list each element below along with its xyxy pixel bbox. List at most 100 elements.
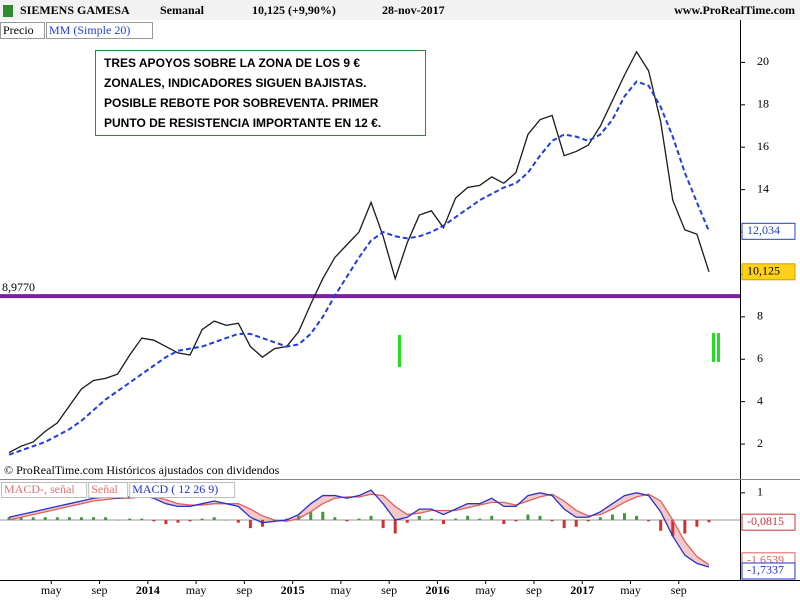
histogram-bar (224, 519, 228, 521)
copyright: © ProRealTime.com Históricos ajustados c… (4, 463, 280, 477)
histogram-bar (647, 519, 651, 522)
histogram-bar (671, 519, 675, 537)
signal-marker (712, 333, 715, 362)
y-tick-label: 2 (757, 436, 763, 450)
y-tick-label: 18 (757, 97, 769, 111)
site: www.ProRealTime.com (674, 3, 795, 17)
histogram-bar (164, 519, 168, 525)
last-value-label: -0,0815 (747, 514, 784, 528)
histogram-bar (393, 519, 397, 534)
histogram-bar (562, 519, 566, 529)
histogram-bar (19, 517, 23, 520)
histogram-bar (200, 518, 204, 520)
x-tick-label: 2015 (281, 583, 305, 597)
histogram-bar (514, 519, 518, 522)
date: 28-nov-2017 (382, 3, 445, 17)
legend-label: Precio (3, 23, 34, 37)
annotation-line: POSIBLE REBOTE POR SOBREVENTA. PRIMER (104, 96, 379, 110)
histogram-bar (490, 515, 494, 520)
legend-label: MACD ( 12 26 9) (132, 482, 218, 496)
histogram-bar (574, 519, 578, 527)
series-line (8, 80, 710, 456)
histogram-bar (417, 515, 421, 520)
histogram-bar (707, 519, 711, 523)
histogram-bar (43, 517, 47, 520)
histogram-bar (441, 519, 445, 525)
x-tick-label: 2017 (570, 583, 594, 597)
histogram-bar (610, 514, 614, 520)
y-tick-label: 6 (757, 351, 763, 365)
histogram-bar (550, 519, 554, 522)
y-tick-label: 4 (757, 393, 763, 407)
histogram-bar (140, 518, 144, 520)
last-value-label: -1,7337 (747, 563, 784, 577)
y-tick-label: 16 (757, 139, 769, 153)
annotation-line: TRES APOYOS SOBRE LA ZONA DE LOS 9 € (104, 56, 360, 70)
x-tick-label: may (475, 583, 496, 597)
legend-label: MM (Simple 20) (49, 23, 130, 37)
histogram-bar (683, 519, 687, 534)
histogram-bar (67, 517, 71, 520)
histogram-bar (309, 511, 313, 520)
histogram-bar (357, 518, 361, 520)
annotation-line: PUNTO DE RESISTENCIA IMPORTANTE EN 12 €. (104, 116, 381, 130)
legend-box (129, 482, 236, 498)
last-value-label: 12,034 (747, 223, 780, 237)
histogram-bar (104, 517, 108, 520)
histogram-bar (321, 511, 325, 520)
legend-box (46, 22, 153, 39)
histogram-bar (333, 517, 337, 520)
support-label: 8,9770 (2, 280, 35, 294)
last-value-box (741, 263, 796, 281)
header-bar (0, 0, 800, 20)
x-tick-label: may (186, 583, 207, 597)
histogram-bar (538, 515, 542, 520)
histogram-bar (236, 519, 240, 523)
y-tick-label: 1 (757, 485, 763, 499)
last-value-box (741, 513, 796, 531)
histogram-bar (454, 518, 458, 520)
histogram-bar (116, 519, 120, 521)
period: Semanal (160, 3, 205, 17)
symbol: SIEMENS GAMESA (20, 3, 130, 17)
histogram-bar (7, 517, 11, 520)
signal-marker (717, 333, 720, 362)
x-tick-label: sep (381, 583, 397, 597)
histogram-bar (188, 519, 192, 522)
histogram-bar (502, 519, 506, 525)
last-value-box (741, 562, 796, 580)
x-tick-label: may (331, 583, 352, 597)
y-tick-label: 20 (757, 54, 769, 68)
x-tick-label: sep (526, 583, 542, 597)
histogram-bar (659, 519, 663, 531)
annotation-box (95, 50, 426, 136)
y-tick-label: 14 (757, 181, 769, 195)
last-value-box (741, 222, 796, 240)
histogram-bar (31, 517, 35, 520)
histogram-bar (598, 517, 602, 520)
histogram-bar (622, 513, 626, 520)
signal-marker (398, 335, 401, 367)
legend-box (0, 22, 45, 39)
last-value-label: 10,125 (747, 264, 780, 278)
legend-label: MACD-, señal (4, 482, 75, 496)
x-tick-label: sep (92, 583, 108, 597)
histogram-bar (429, 518, 433, 520)
x-tick-label: may (41, 583, 62, 597)
histogram-bar (248, 519, 252, 529)
legend-box (88, 482, 129, 498)
x-tick-label: 2016 (425, 583, 449, 597)
logo (3, 5, 13, 17)
legend-label: Señal (91, 482, 118, 496)
x-tick-label: may (620, 583, 641, 597)
histogram-bar (586, 519, 590, 522)
histogram-bar (635, 515, 639, 520)
x-tick-label: 2014 (136, 583, 160, 597)
histogram-bar (212, 517, 216, 520)
histogram-bar (381, 519, 385, 529)
histogram-bar (79, 517, 83, 520)
histogram-bar (152, 519, 156, 522)
legend-box (1, 482, 88, 498)
histogram-bar (92, 517, 96, 520)
